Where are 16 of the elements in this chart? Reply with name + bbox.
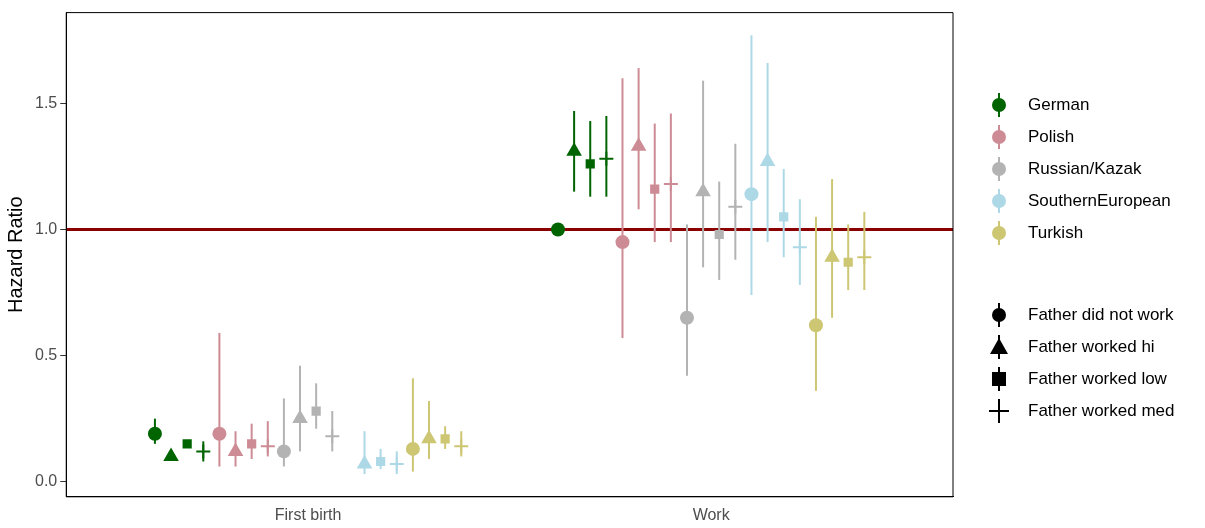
- x-tick-label: Work: [692, 505, 731, 523]
- legend-label: Father did not work: [1028, 305, 1174, 325]
- y-tick-label: 0.0: [34, 472, 58, 490]
- legend-label: Father worked low: [1028, 369, 1167, 389]
- legend-label: German: [1028, 95, 1090, 115]
- legend-label: Turkish: [1028, 223, 1084, 243]
- legend-label: Father worked hi: [1028, 337, 1155, 357]
- legend-label: Father worked med: [1028, 401, 1175, 421]
- legend-label: Russian/Kazak: [1028, 159, 1142, 179]
- y-tick-label: 0.5: [34, 345, 58, 363]
- y-tick-label: 1.0: [34, 219, 58, 237]
- legend-label: Polish: [1028, 127, 1075, 147]
- y-axis-title: Hazard Ratio: [3, 196, 26, 314]
- x-tick-label: First birth: [274, 505, 342, 523]
- legend-label: SouthernEuropean: [1028, 191, 1171, 211]
- y-tick-label: 1.5: [34, 93, 58, 111]
